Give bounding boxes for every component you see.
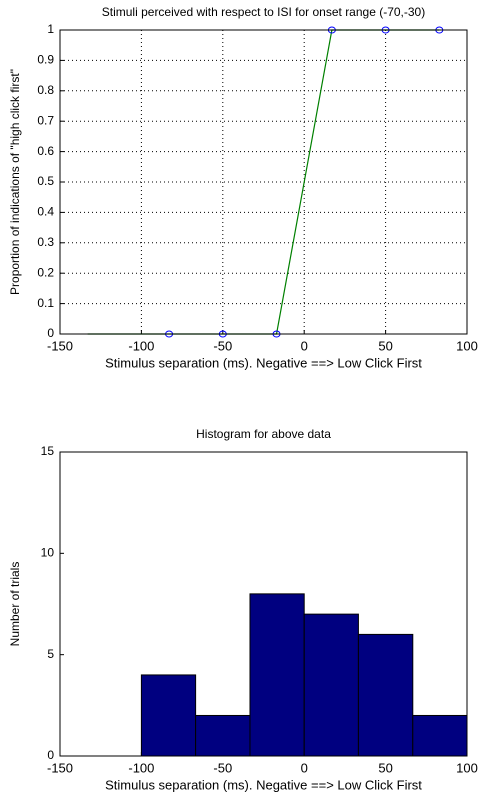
- bar: [412, 714, 468, 757]
- y-axis-label: Proportion of indications of "high click…: [8, 69, 22, 295]
- x-tick-label: 0: [301, 338, 308, 353]
- bar: [195, 714, 251, 757]
- chart: Histogram for above data Stimulus separat…: [8, 427, 478, 792]
- x-axis-label: Stimulus separation (ms). Negative ==> L…: [105, 355, 422, 370]
- y-tick-label: 0.4: [37, 205, 54, 219]
- y-tick-label: 0: [47, 326, 54, 340]
- x-tick-label: -150: [47, 338, 73, 353]
- x-axis-label: Stimulus separation (ms). Negative ==> L…: [105, 777, 422, 792]
- bar: [249, 593, 305, 757]
- y-tick-label: 0.8: [37, 83, 54, 97]
- x-tick-label: 0: [301, 760, 308, 775]
- plot-area: [60, 30, 467, 334]
- bar: [303, 613, 359, 757]
- y-axis-label: Number of trials: [8, 562, 22, 647]
- x-tick-label: 100: [456, 338, 478, 353]
- y-tick-label: 0.3: [37, 235, 54, 249]
- y-tick-label: 0.5: [37, 174, 54, 188]
- x-tick-label: -50: [213, 760, 232, 775]
- y-tick-label: 1: [47, 22, 54, 36]
- x-tick-label: -100: [128, 760, 154, 775]
- chart-title: Stimuli perceived with respect to ISI fo…: [102, 5, 425, 19]
- y-tick-label: 0.2: [37, 265, 54, 279]
- chart: Stimuli perceived with respect to ISI fo…: [8, 5, 478, 370]
- y-tick-label: 15: [41, 444, 55, 458]
- axes-frame: [59, 29, 468, 335]
- y-tick-label: 0: [47, 748, 54, 762]
- bar: [357, 633, 414, 757]
- chart-title: Histogram for above data: [196, 427, 331, 441]
- y-tick-label: 0.1: [37, 296, 54, 310]
- x-tick-label: -100: [128, 338, 154, 353]
- axes-frame: [59, 451, 468, 757]
- x-tick-label: -50: [213, 338, 232, 353]
- x-tick-label: 100: [456, 760, 478, 775]
- y-tick-label: 5: [47, 647, 54, 661]
- x-tick-label: 50: [378, 338, 392, 353]
- y-tick-label: 10: [41, 546, 55, 560]
- y-tick-label: 0.9: [37, 53, 54, 67]
- x-tick-label: 50: [378, 760, 392, 775]
- x-tick-label: -150: [47, 760, 73, 775]
- bar: [140, 674, 197, 757]
- y-tick-label: 0.7: [37, 113, 54, 127]
- y-tick-label: 0.6: [37, 144, 54, 158]
